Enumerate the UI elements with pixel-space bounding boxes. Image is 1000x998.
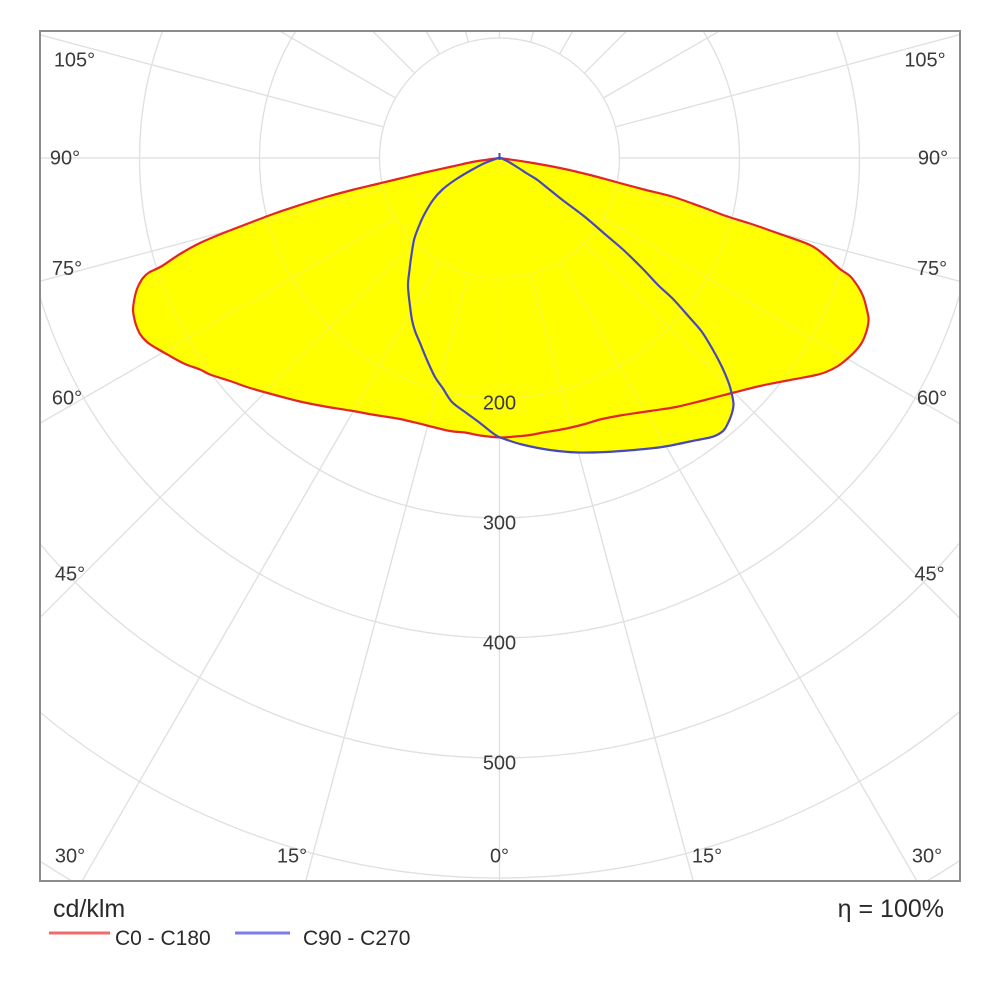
svg-text:105°: 105° bbox=[904, 50, 945, 72]
svg-text:45°: 45° bbox=[914, 564, 944, 586]
svg-text:90°: 90° bbox=[50, 148, 80, 170]
svg-text:400: 400 bbox=[483, 633, 516, 655]
svg-text:90°: 90° bbox=[918, 148, 948, 170]
svg-text:45°: 45° bbox=[55, 564, 85, 586]
svg-text:30°: 30° bbox=[55, 846, 85, 868]
svg-text:75°: 75° bbox=[917, 258, 947, 280]
svg-text:500: 500 bbox=[483, 753, 516, 775]
svg-text:15°: 15° bbox=[692, 846, 722, 868]
svg-text:75°: 75° bbox=[52, 258, 82, 280]
svg-text:60°: 60° bbox=[52, 388, 82, 410]
svg-text:15°: 15° bbox=[277, 846, 307, 868]
svg-text:200: 200 bbox=[483, 393, 516, 415]
svg-text:cd/klm: cd/klm bbox=[53, 895, 125, 923]
svg-text:C90 - C270: C90 - C270 bbox=[303, 927, 410, 950]
svg-text:30°: 30° bbox=[912, 846, 942, 868]
svg-text:105°: 105° bbox=[54, 50, 95, 72]
svg-text:0°: 0° bbox=[490, 846, 509, 868]
svg-text:300: 300 bbox=[483, 513, 516, 535]
svg-text:60°: 60° bbox=[917, 388, 947, 410]
svg-text:η = 100%: η = 100% bbox=[838, 895, 944, 923]
svg-text:C0 - C180: C0 - C180 bbox=[115, 927, 211, 950]
